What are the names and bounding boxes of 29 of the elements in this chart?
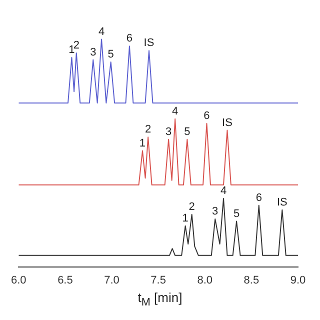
- annotation: 2: [145, 124, 152, 136]
- annotation: 4: [98, 26, 105, 38]
- annotation: 1: [182, 212, 188, 224]
- annotation: 1: [68, 44, 75, 56]
- annotation: IS: [276, 196, 288, 208]
- x-tick-label: 6.0: [10, 274, 26, 286]
- annotation: 6: [126, 32, 133, 45]
- annotation: IS: [222, 116, 232, 129]
- annotation: 4: [220, 185, 227, 198]
- x-tick-label: 8.0: [197, 274, 213, 286]
- annotation: IS: [144, 37, 154, 50]
- annotation: 3: [212, 206, 218, 218]
- x-tick-label: 9.0: [290, 274, 306, 286]
- x-tick-label: 7.5: [150, 274, 166, 286]
- annotation: 5: [108, 48, 114, 61]
- annotation: 2: [73, 39, 80, 52]
- annotation: 1: [139, 137, 146, 150]
- annotation: 5: [233, 208, 240, 220]
- annotation: 5: [184, 126, 190, 138]
- annotation: 6: [204, 110, 210, 122]
- x-tick-label: 6.5: [58, 274, 73, 286]
- x-axis-title: t$_{M}$ [min]: [136, 290, 184, 309]
- annotation: 3: [166, 126, 172, 138]
- annotation: 3: [90, 46, 96, 58]
- annotation: 6: [256, 192, 262, 204]
- annotation: 4: [172, 105, 178, 118]
- x-tick-label: 8.5: [244, 274, 260, 286]
- annotation: 2: [188, 201, 195, 214]
- x-tick-label: 7.0: [104, 274, 120, 286]
